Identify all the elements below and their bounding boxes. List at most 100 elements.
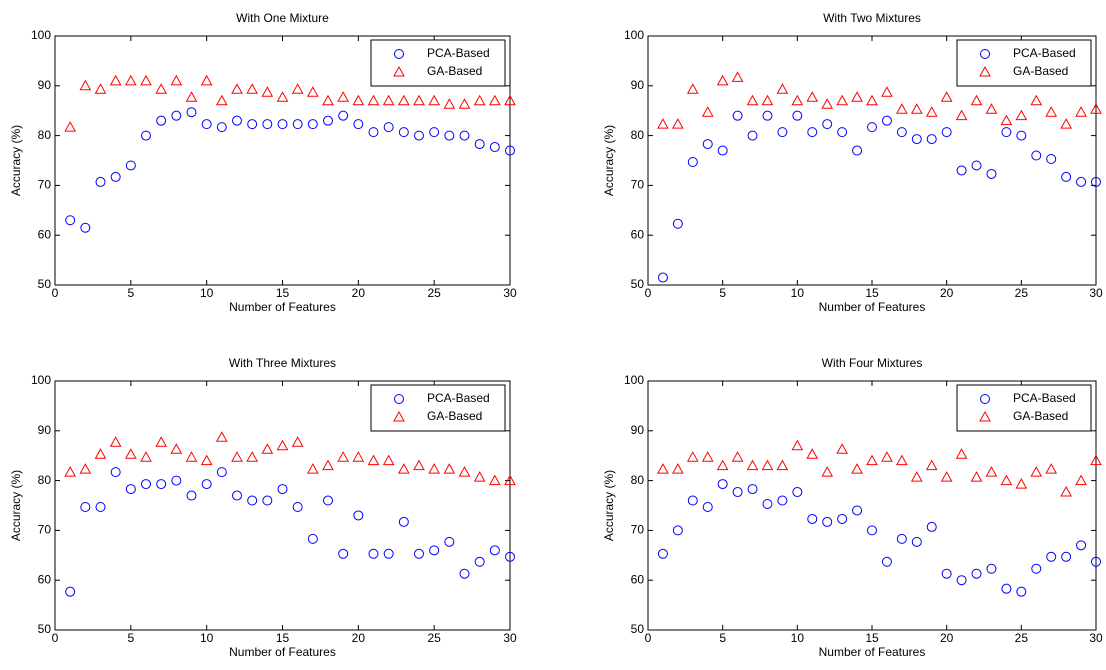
triangle-marker xyxy=(1000,474,1013,486)
circle-marker xyxy=(971,568,982,579)
y-tick-label: 70 xyxy=(38,523,52,537)
triangle-marker xyxy=(1045,463,1058,474)
triangle-marker xyxy=(955,109,968,121)
triangle-marker xyxy=(806,91,819,102)
triangle-marker xyxy=(716,74,729,86)
circle-marker xyxy=(307,533,318,544)
x-tick-label: 0 xyxy=(52,631,59,645)
circle-marker xyxy=(777,495,788,506)
circle-marker xyxy=(156,479,167,490)
circle-marker xyxy=(896,127,907,138)
circle-marker xyxy=(277,119,288,130)
triangle-marker xyxy=(291,83,304,94)
triangle-marker xyxy=(291,436,304,447)
triangle-marker xyxy=(701,106,714,117)
x-tick-label: 25 xyxy=(427,286,441,300)
triangle-marker xyxy=(791,439,804,451)
triangle-marker xyxy=(985,103,998,114)
circle-marker xyxy=(247,495,258,506)
x-axis-label: Number of Features xyxy=(229,300,336,314)
circle-marker xyxy=(687,156,698,167)
triangle-marker xyxy=(1090,454,1102,466)
circle-marker xyxy=(505,145,515,156)
triangle-marker xyxy=(791,94,804,106)
circle-marker xyxy=(980,394,990,404)
circle-marker xyxy=(822,119,833,130)
subplot: 0 5 10 15 20 25 30 50 60 70 80 90 100 With Two Mixtur… xyxy=(602,11,1103,314)
circle-marker xyxy=(247,119,258,130)
circle-marker xyxy=(941,127,952,138)
circle-marker xyxy=(672,218,683,229)
triangle-marker xyxy=(261,86,274,97)
y-tick-label: 50 xyxy=(38,622,52,636)
triangle-marker xyxy=(896,454,908,466)
circle-marker xyxy=(717,479,728,490)
triangle-marker xyxy=(851,91,863,102)
triangle-marker xyxy=(970,471,983,482)
y-tick-label: 100 xyxy=(31,373,51,387)
circle-marker xyxy=(353,510,364,521)
circle-marker xyxy=(762,499,773,510)
triangle-marker xyxy=(672,118,684,129)
circle-marker xyxy=(307,119,318,130)
circle-marker xyxy=(926,521,937,532)
y-tick-label: 100 xyxy=(31,28,51,42)
y-tick-label: 70 xyxy=(38,178,52,192)
circle-marker xyxy=(368,548,379,559)
triangle-marker xyxy=(231,451,243,462)
circle-marker xyxy=(837,513,848,524)
y-tick-label: 80 xyxy=(631,128,645,142)
y-tick-label: 80 xyxy=(631,473,645,487)
circle-marker xyxy=(1076,176,1087,187)
circle-marker xyxy=(429,127,440,138)
triangle-marker xyxy=(170,443,183,454)
triangle-marker xyxy=(955,448,968,459)
x-tick-label: 25 xyxy=(427,631,441,645)
circle-marker xyxy=(971,160,982,171)
circle-marker xyxy=(852,505,863,516)
circle-marker xyxy=(95,176,106,187)
triangle-marker xyxy=(925,106,938,117)
legend-label: PCA-Based xyxy=(1013,46,1076,60)
circle-marker xyxy=(368,127,379,138)
circle-marker xyxy=(792,487,803,498)
y-tick-label: 70 xyxy=(631,178,645,192)
circle-marker xyxy=(732,110,743,121)
triangle-marker xyxy=(352,94,365,106)
circle-marker xyxy=(216,467,227,478)
circle-marker xyxy=(383,122,394,133)
circle-marker xyxy=(80,501,91,512)
triangle-marker xyxy=(851,463,863,474)
triangle-marker xyxy=(657,463,669,474)
triangle-marker xyxy=(1015,109,1028,121)
circle-marker xyxy=(1091,556,1101,567)
y-tick-label: 60 xyxy=(38,572,52,586)
x-tick-label: 20 xyxy=(940,286,954,300)
legend-label: GA-Based xyxy=(427,64,482,78)
circle-marker xyxy=(505,551,515,562)
x-tick-label: 5 xyxy=(719,631,726,645)
legend-label: GA-Based xyxy=(1013,64,1068,78)
legend-label: PCA-Based xyxy=(1013,391,1076,405)
circle-marker xyxy=(80,222,91,233)
y-tick-label: 60 xyxy=(631,572,645,586)
triangle-marker xyxy=(322,459,334,471)
circle-marker xyxy=(125,484,136,495)
triangle-marker xyxy=(836,443,848,454)
triangle-marker xyxy=(367,94,380,106)
circle-marker xyxy=(383,548,394,559)
circle-marker xyxy=(852,145,863,156)
circle-marker xyxy=(911,134,922,145)
x-tick-label: 0 xyxy=(645,631,652,645)
circle-marker xyxy=(201,479,212,490)
triangle-marker xyxy=(970,94,983,106)
circle-marker xyxy=(1031,150,1042,161)
triangle-marker xyxy=(94,83,107,94)
triangle-marker xyxy=(701,451,714,462)
y-tick-label: 90 xyxy=(631,423,645,437)
triangle-marker xyxy=(458,98,471,109)
triangle-marker xyxy=(881,86,893,97)
circle-marker xyxy=(1046,551,1057,562)
circle-marker xyxy=(398,127,409,138)
